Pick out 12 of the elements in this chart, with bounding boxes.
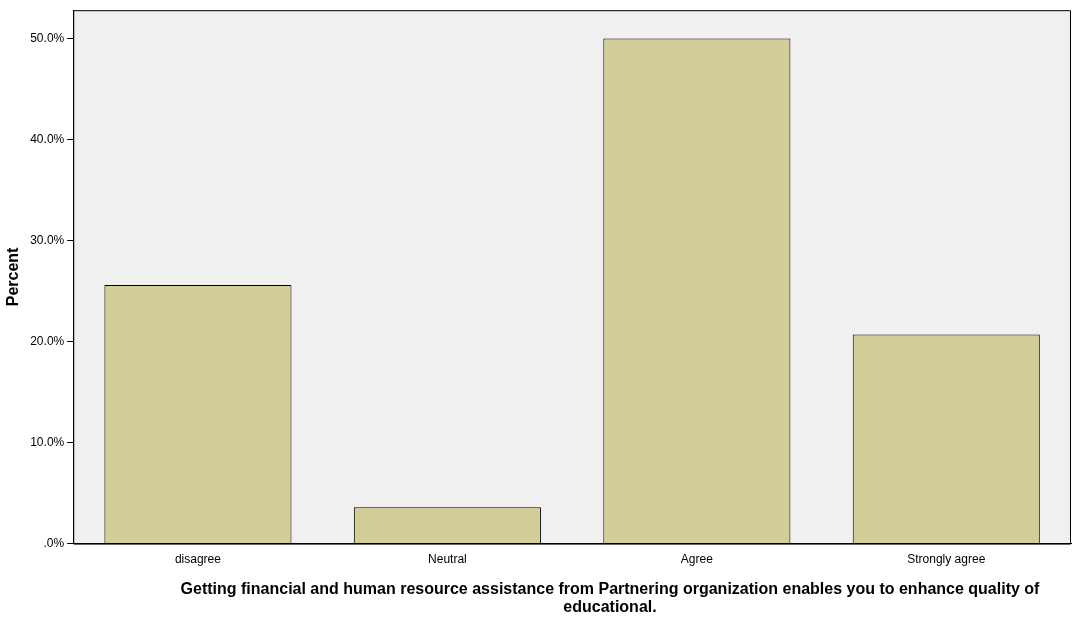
x-tick-label: disagree	[174, 552, 222, 567]
y-tick-label: 50.0%	[30, 30, 65, 45]
y-axis-title: Percent	[4, 246, 22, 307]
y-tick-label: 20.0%	[30, 333, 65, 348]
y-tick-label: 40.0%	[30, 131, 65, 146]
x-tick-label: Agree	[680, 552, 714, 567]
y-tick-label: 30.0%	[30, 232, 65, 247]
x-tick-label: Strongly agree	[907, 552, 986, 567]
x-tick-label: Neutral	[428, 552, 467, 567]
x-axis-title: Getting financial and human resource assistance from Partnering organization enables you to enhance quality of educational.	[179, 580, 1041, 616]
y-tick-label: .0%	[43, 535, 65, 550]
y-tick-label: 10.0%	[30, 434, 65, 449]
